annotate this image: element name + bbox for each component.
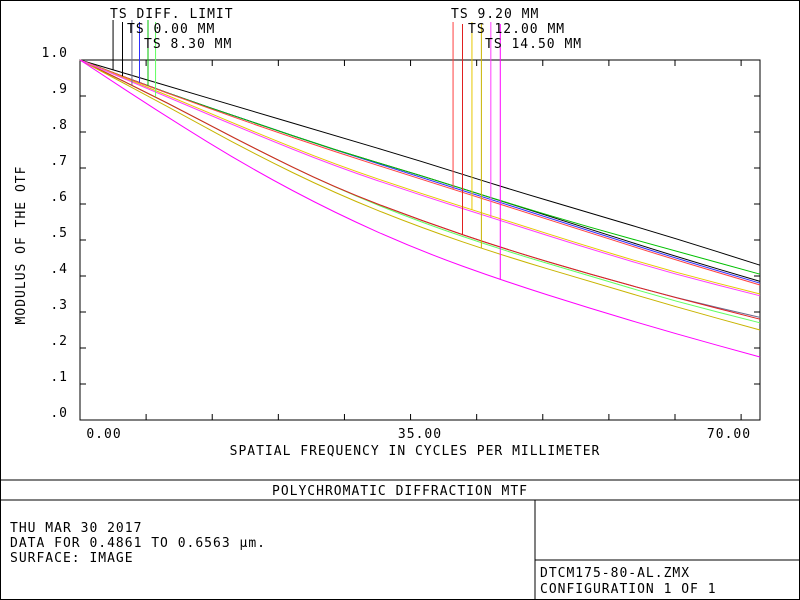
series-line-7 [79,59,761,286]
axis-ticks [79,59,760,421]
y-tick-label: .1 [50,370,68,385]
y-axis-label: MODULUS OF THE OTF [14,166,29,325]
x-tick-label: 35.00 [398,427,442,442]
x-axis-label: SPATIAL FREQUENCY IN CYCLES PER MILLIMET… [230,444,601,459]
series-line-11 [79,59,761,297]
y-tick-label: .3 [50,298,68,313]
legend-label-left-2: TS 0.00 MM [127,22,215,37]
series-line-6 [79,59,761,324]
series-line-2 [79,59,761,282]
series-line-10 [79,59,761,331]
y-tick-label: .6 [50,190,68,205]
y-tick-label: .0 [50,406,68,421]
y-tick-label: .7 [50,154,68,169]
info-data-range: DATA FOR 0.4861 TO 0.6563 µm. [10,536,266,551]
legend-label-right-1: TS 9.20 MM [451,7,539,22]
series-line-5 [79,59,761,275]
y-tick-label: .9 [50,82,68,97]
series-line-12 [79,59,761,358]
series-line-1 [79,59,761,266]
x-tick-label: 0.00 [86,427,121,442]
info-surface: SURFACE: IMAGE [10,551,134,566]
series-line-9 [79,59,761,295]
legend-label-right-2: TS 12.00 MM [468,22,565,37]
legend-label-left-1: TS DIFF. LIMIT [110,7,234,22]
legend-label-left-3: TS 8.30 MM [144,37,232,52]
y-tick-labels: 1.0 .9 .8 .7 .6 .5 .4 .3 .2 .1 .0 [42,46,68,421]
chart-title: POLYCHROMATIC DIFFRACTION MTF [272,484,528,499]
info-date: THU MAR 30 2017 [10,521,142,536]
info-configuration: CONFIGURATION 1 OF 1 [540,582,717,597]
y-tick-label: .8 [50,118,68,133]
x-tick-labels: 0.00 35.00 70.00 [86,427,751,442]
y-tick-label: .5 [50,226,68,241]
y-tick-label: .4 [50,262,68,277]
info-filename: DTCM175-80-AL.ZMX [540,566,690,581]
y-tick-label: .2 [50,334,68,349]
y-tick-label: 1.0 [42,46,68,61]
legend-markers [112,20,501,280]
legend-label-right-3: TS 14.50 MM [485,37,582,52]
series-line-8 [79,59,761,320]
x-tick-label: 70.00 [707,427,751,442]
series-lines [79,59,761,358]
